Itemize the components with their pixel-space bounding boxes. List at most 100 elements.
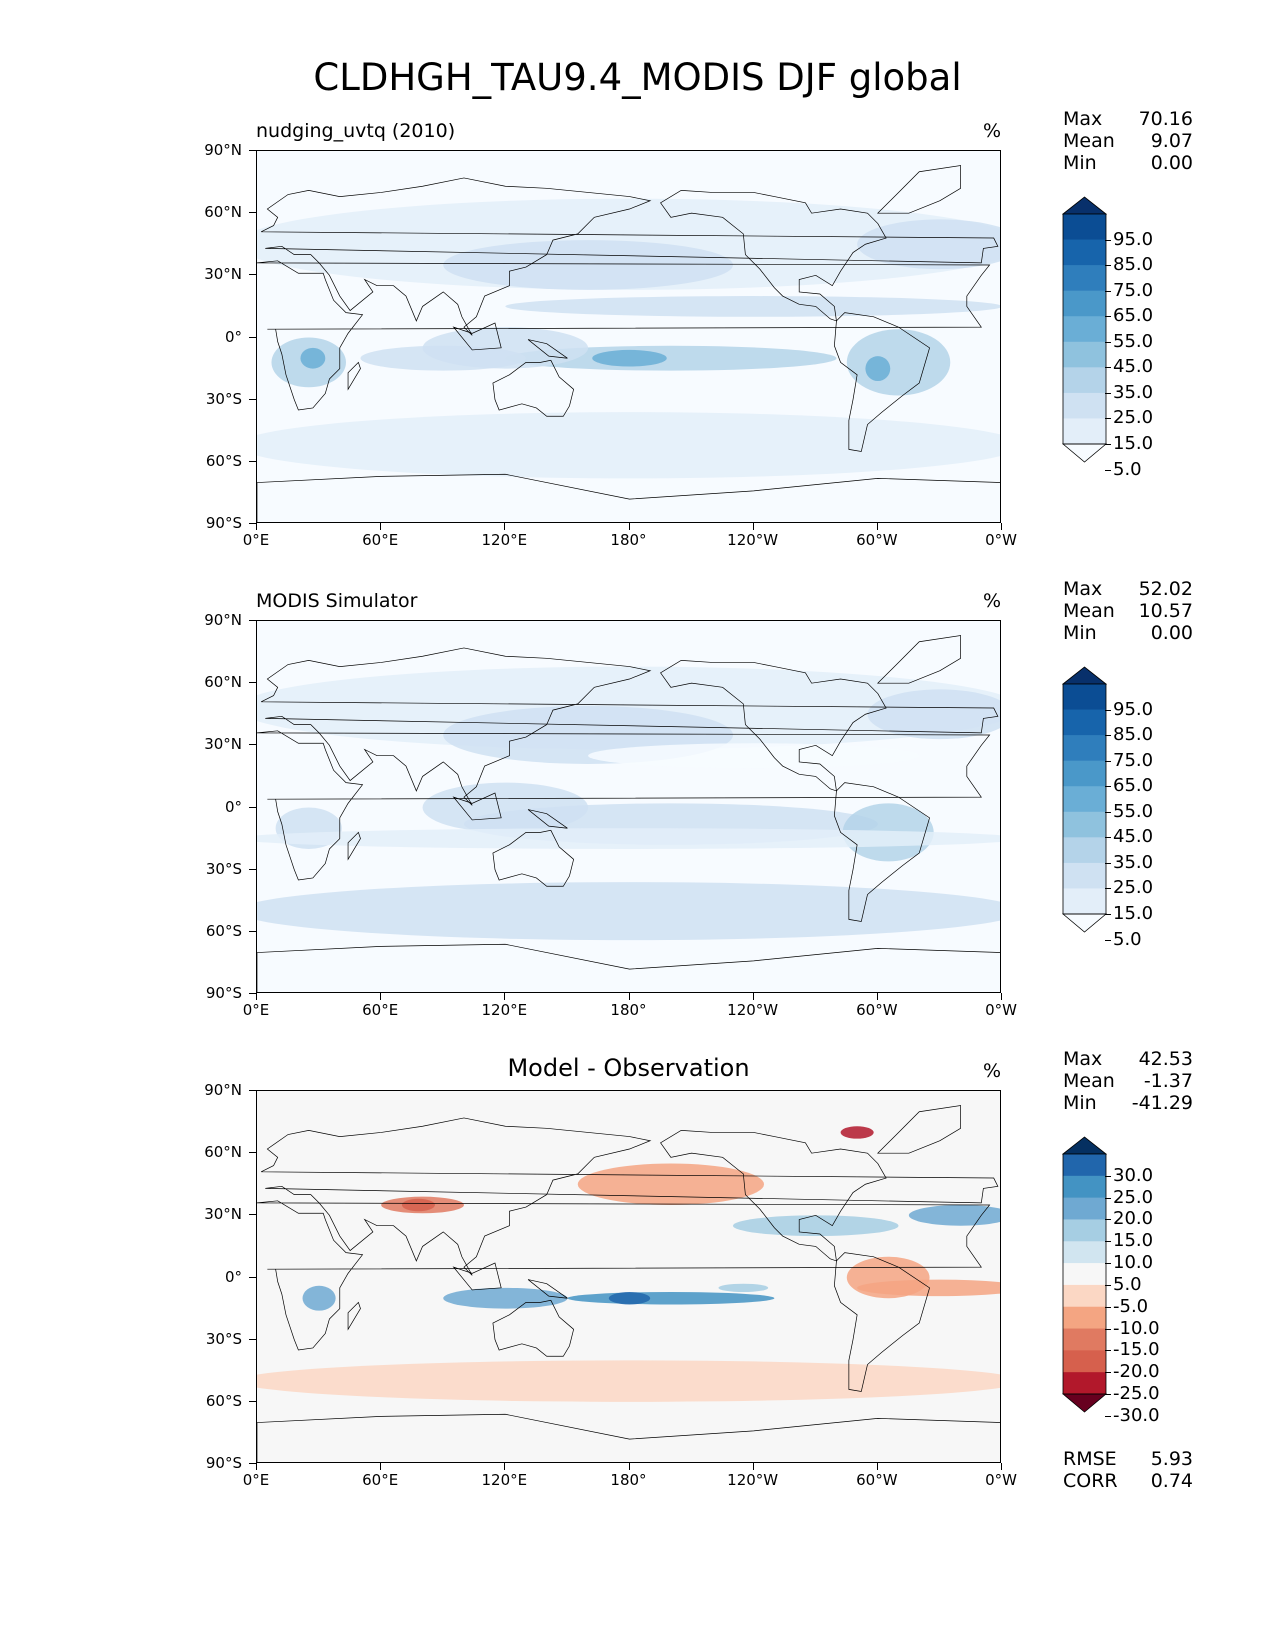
coastline <box>347 361 361 391</box>
lat-tick <box>249 1152 256 1154</box>
max-label: Max <box>1063 108 1103 130</box>
panel-title: nudging_uvtq (2010) <box>256 120 456 142</box>
panel-observation: MODIS Simulator % 90°N 60°N 30°N 0° 30°S 60°S… <box>0 578 1275 1060</box>
corr-label: CORR <box>1063 1470 1118 1492</box>
map-panel <box>256 620 1001 993</box>
field-contour <box>401 1198 435 1212</box>
mean-value: 10.57 <box>1138 600 1193 622</box>
colorbar-tick <box>1105 1241 1111 1243</box>
coastline <box>527 1279 568 1299</box>
error-stats: RMSE 5.93 CORR 0.74 <box>1063 1448 1193 1492</box>
coastline <box>257 730 991 881</box>
colorbar-tick-label: 25.0 <box>1113 877 1154 899</box>
field-contour <box>302 1285 336 1311</box>
field-contour <box>257 1360 1000 1402</box>
lat-tick-label: 0° <box>224 1267 242 1286</box>
lat-tick-label: 0° <box>224 327 242 346</box>
lat-tick <box>249 682 256 684</box>
colorbar-tick-label: 15.0 <box>1113 1230 1154 1252</box>
coastline <box>876 165 961 214</box>
field-contour <box>257 828 1000 849</box>
lon-tick <box>380 993 382 1000</box>
colorbar-tick-label: 15.0 <box>1113 903 1154 924</box>
lat-tick <box>249 868 256 870</box>
map-panel <box>256 150 1001 523</box>
lat-tick-label: 60°S <box>205 921 242 940</box>
lon-tick-label: 120°E <box>481 1001 528 1019</box>
colorbar-tick <box>1105 811 1111 813</box>
colorbar-segment <box>1063 290 1106 317</box>
colorbar-tick-label: -30.0 <box>1113 1404 1160 1426</box>
colorbar-tick <box>1105 735 1111 737</box>
lon-tick <box>256 993 257 1000</box>
rmse-label: RMSE <box>1063 1448 1117 1470</box>
lat-tick-label: 60°N <box>204 1143 242 1162</box>
lon-tick-label: 60°E <box>362 1001 399 1019</box>
lat-tick-label: 60°N <box>204 203 242 222</box>
colorbar-segment <box>1063 1263 1106 1286</box>
lon-tick-label: 60°E <box>362 1471 399 1489</box>
lon-tick <box>628 993 630 1000</box>
lat-tick-label: 90°N <box>204 1081 242 1099</box>
lat-tick <box>249 460 256 462</box>
colorbar-segment <box>1063 1306 1106 1330</box>
lat-tick <box>249 806 256 808</box>
colorbar-segment <box>1063 316 1106 343</box>
colorbar-segment <box>1063 837 1106 864</box>
lat-tick-label: 60°S <box>205 451 242 470</box>
lat-tick <box>249 1400 256 1402</box>
field-contour <box>505 296 1000 317</box>
figure-title: CLDHGH_TAU9.4_MODIS DJF global <box>313 56 962 99</box>
corr-value: 0.74 <box>1150 1470 1193 1492</box>
field-contour <box>443 240 733 290</box>
coastline <box>492 829 575 887</box>
colorbar-segment <box>1063 341 1106 368</box>
lon-tick-label: 120°W <box>727 1001 779 1019</box>
lat-tick <box>249 1276 256 1278</box>
colorbar-segment <box>1063 1197 1106 1220</box>
max-value: 52.02 <box>1138 578 1193 600</box>
colorbar-tick <box>1105 862 1111 864</box>
colorbar-tick-label: 45.0 <box>1113 826 1154 848</box>
lon-tick <box>1001 993 1002 1000</box>
lon-tick <box>628 1463 630 1470</box>
colorbar-tick-label: 10.0 <box>1113 1252 1154 1274</box>
lon-tick <box>752 523 754 530</box>
colorbar-tick-label: 25.0 <box>1113 407 1154 429</box>
lat-tick-label: 90°S <box>205 514 242 532</box>
coastline <box>527 809 568 829</box>
colorbar-tick-label: -5.0 <box>1113 1295 1149 1317</box>
lon-tick-label: 0°E <box>242 1471 270 1489</box>
field-contour <box>300 347 326 369</box>
colorbar-extend-max <box>1062 196 1107 215</box>
units-label: % <box>983 1060 1002 1082</box>
mean-value: 9.07 <box>1150 130 1193 152</box>
lat-tick <box>249 212 256 214</box>
field-contour <box>257 882 1000 941</box>
stats-box: Max 70.16 Mean 9.07 Min 0.00 <box>1063 108 1193 174</box>
lat-tick <box>249 150 256 151</box>
field-contour <box>588 743 920 769</box>
lat-tick-label: 30°S <box>205 389 242 408</box>
coastline <box>834 312 930 452</box>
field-contour <box>867 689 1000 740</box>
panel-title: MODIS Simulator <box>256 590 418 612</box>
panel-model: nudging_uvtq (2010) % 90°N 60°N 30°N 0° 30°S… <box>0 108 1275 590</box>
colorbar-extend-max <box>1062 1136 1107 1155</box>
coastline <box>257 260 991 411</box>
coastline <box>660 660 887 792</box>
lon-tick <box>380 1463 382 1470</box>
lat-tick-label: 60°N <box>204 673 242 692</box>
colorbar-segment <box>1063 1241 1106 1264</box>
field-contour <box>422 782 589 833</box>
lat-tick <box>249 523 256 524</box>
lon-tick-label: 0°W <box>985 1471 1017 1489</box>
colorbar-segment <box>1063 367 1106 394</box>
map-canvas <box>257 1091 1000 1462</box>
lat-tick-label: 30°N <box>204 735 242 754</box>
coastline <box>492 1299 575 1357</box>
mean-value: -1.37 <box>1143 1070 1193 1092</box>
colorbar-outline <box>1062 213 1107 445</box>
lat-tick-label: 30°S <box>205 1329 242 1348</box>
colorbar-tick <box>1105 444 1111 445</box>
